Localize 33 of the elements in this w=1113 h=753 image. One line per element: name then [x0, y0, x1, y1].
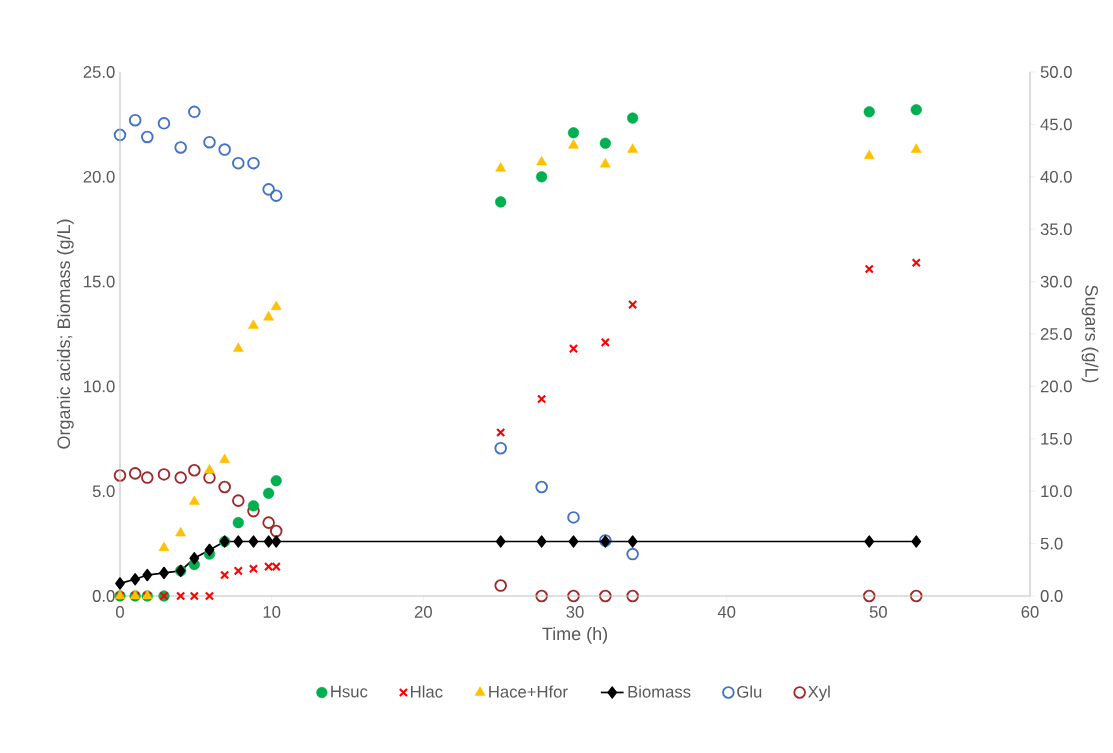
y2-tick-label: 0.0 — [1040, 590, 1063, 602]
y2-tick-label: 40.0 — [1040, 170, 1072, 183]
y2-tick-label: 5.0 — [1040, 537, 1063, 550]
legend-label: Hace+Hfor — [489, 685, 568, 698]
legend-label: Hsuc — [331, 685, 368, 698]
x-tick-label: 20 — [414, 606, 432, 618]
y2-tick-label: 15.0 — [1041, 432, 1072, 445]
legend-label: Hlac — [411, 685, 443, 698]
y2-axis-title: Sugars (g/L) — [1081, 285, 1099, 383]
x-tick-label: 60 — [1021, 606, 1039, 618]
y-tick-label: 15.0 — [84, 275, 115, 288]
x-tick-label: 0 — [116, 606, 124, 618]
y-tick-label: 10.0 — [84, 380, 115, 393]
y-tick-label: 0.0 — [92, 590, 115, 602]
y-tick-label: 20.0 — [83, 170, 115, 183]
x-tick-label: 40 — [717, 606, 736, 618]
x-axis-title: Time (h) — [542, 626, 608, 644]
y2-tick-label: 25.0 — [1040, 328, 1072, 340]
y2-tick-label: 45.0 — [1040, 118, 1072, 131]
y2-tick-label: 35.0 — [1040, 223, 1072, 236]
legend-label: Glu — [737, 685, 762, 698]
x-tick-label: 50 — [869, 606, 887, 618]
y-axis-title: Organic acids; Biomass (g/L) — [56, 219, 74, 449]
legend-label: Xyl — [808, 685, 830, 701]
y2-tick-label: 20.0 — [1040, 380, 1072, 393]
x-tick-label: 10 — [263, 606, 281, 618]
y-tick-label: 5.0 — [92, 485, 115, 498]
legend-label: Biomass — [628, 685, 691, 698]
y2-tick-label: 10.0 — [1041, 485, 1072, 498]
y2-tick-label: 30.0 — [1040, 275, 1072, 288]
y-tick-label: 25.0 — [83, 66, 115, 78]
x-tick-label: 30 — [566, 606, 584, 618]
y2-tick-label: 50.0 — [1040, 66, 1072, 78]
